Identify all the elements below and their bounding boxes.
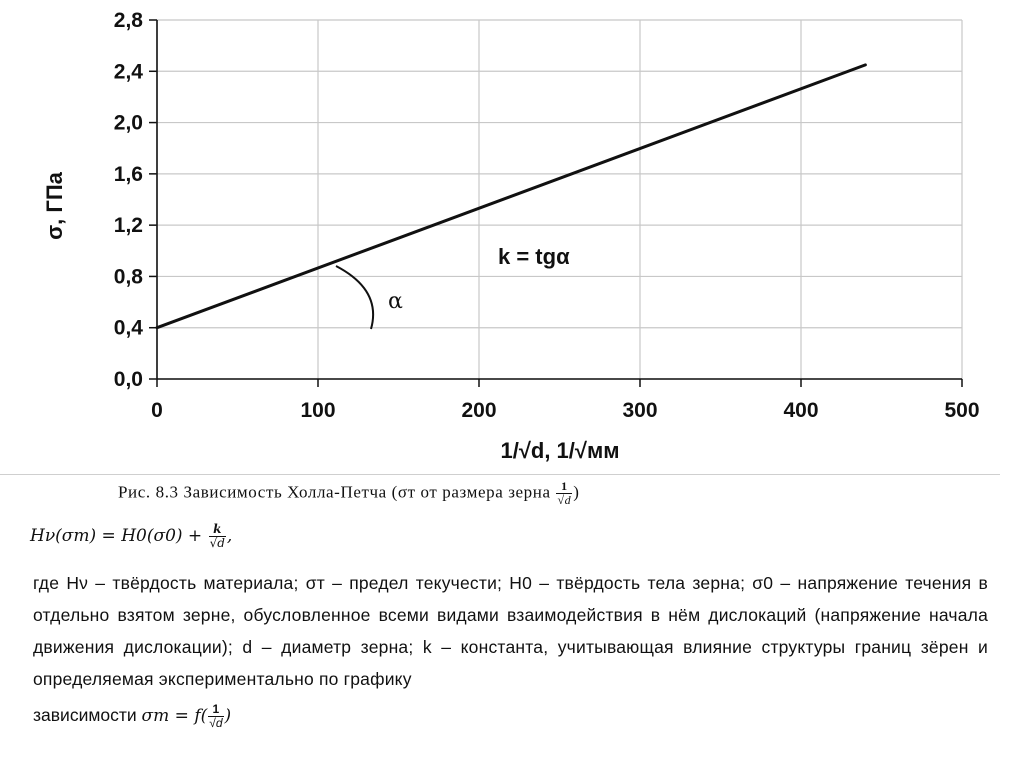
y-axis-title: σ, ГПа [42, 171, 67, 240]
hall-petch-chart: 0 100 200 300 400 500 0,0 0,4 0,8 1,2 1,6 2,0 2,4 2,… [42, 9, 980, 463]
formula-frac-num: k [213, 522, 222, 536]
caption-frac-den: √d [556, 493, 573, 507]
dependency-fraction: 1 √d [208, 702, 224, 730]
figure-caption: Рис. 8.3 Зависимость Холла-Петча (σт от … [118, 480, 918, 507]
series-line [155, 63, 867, 330]
caption-fraction: 1 √d [556, 479, 573, 507]
y-tick-labels: 0,0 0,4 0,8 1,2 1,6 2,0 2,4 2,8 [114, 9, 144, 391]
formula-frac-den: √d [208, 536, 226, 550]
slope-formula-label: k = tgα [498, 244, 570, 269]
formula-lhs: Hν(σт) = H0(σ0) + [30, 526, 203, 546]
angle-arc [335, 265, 375, 330]
dependency-text: зависимости [33, 705, 137, 726]
dependency-close: ) [224, 706, 232, 727]
y-tick-label: 1,2 [114, 214, 143, 237]
dependency-frac-den: √d [208, 716, 224, 730]
hall-petch-formula: Hν(σт) = H0(σ0) + k √d , [30, 523, 232, 550]
caption-close: ) [573, 482, 580, 502]
x-tick-label: 0 [151, 399, 163, 422]
x-tick-label: 500 [944, 399, 979, 422]
x-tick-label: 400 [783, 399, 818, 422]
variable-description: где Hν – твёрдость материала; σт – преде… [33, 573, 988, 689]
y-tick-label: 2,0 [114, 112, 143, 135]
y-tick-label: 2,4 [114, 60, 144, 83]
dependency-frac-num: 1 [212, 702, 220, 716]
caption-frac-num: 1 [561, 479, 568, 493]
chart-plot [155, 63, 867, 330]
y-tick-label: 2,8 [114, 9, 144, 32]
y-tick-label: 1,6 [114, 163, 143, 186]
x-axis-title: 1/√d, 1/√мм [500, 438, 619, 463]
y-tick-label: 0,4 [114, 317, 144, 340]
formula-fraction: k √d [208, 522, 226, 550]
x-tick-label: 200 [461, 399, 496, 422]
x-tick-labels: 0 100 200 300 400 500 [151, 399, 979, 422]
chart-grid [149, 19, 963, 387]
formula-tail: , [226, 526, 233, 546]
dependency-symbol: σт = f( [141, 706, 208, 727]
caption-text: Рис. 8.3 Зависимость Холла-Петча (σт от … [118, 482, 551, 502]
separator-line [0, 474, 1000, 475]
angle-alpha-label: α [388, 289, 403, 314]
x-tick-label: 300 [622, 399, 657, 422]
y-tick-label: 0,8 [114, 265, 144, 288]
x-tick-label: 100 [300, 399, 335, 422]
dependency-line: зависимости σт = f( 1 √d ) [33, 703, 231, 730]
y-tick-label: 0,0 [114, 368, 143, 391]
